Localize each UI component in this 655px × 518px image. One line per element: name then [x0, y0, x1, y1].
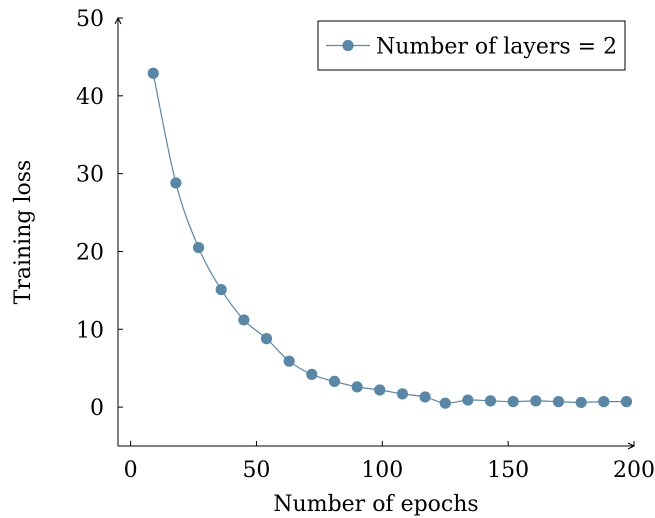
data-point [507, 396, 519, 408]
y-ticks: 0 10 20 30 40 50 [76, 7, 123, 421]
x-tick-label: 50 [242, 458, 270, 483]
data-point [462, 394, 474, 406]
data-point [374, 384, 386, 396]
data-point [620, 396, 633, 408]
x-tick-label: 150 [487, 458, 529, 483]
x-ticks: 0 50 100 150 200 [124, 441, 655, 483]
series-group [147, 67, 633, 409]
x-tick-label: 100 [361, 458, 403, 483]
y-tick-label: 50 [76, 7, 104, 32]
legend: Number of layers = 2 [317, 20, 626, 71]
data-point [192, 241, 205, 254]
y-tick-label: 20 [76, 240, 104, 265]
data-point [396, 388, 409, 400]
data-point [283, 355, 295, 367]
data-point [238, 314, 250, 326]
data-point [552, 396, 565, 408]
y-tick-label: 0 [90, 396, 104, 421]
y-axis-title: Training loss [11, 160, 36, 305]
legend-label: Number of layers = 2 [376, 35, 617, 60]
data-point [419, 391, 431, 403]
data-point [215, 283, 227, 296]
data-point [439, 397, 451, 409]
data-point [598, 396, 610, 408]
series-line [152, 73, 627, 404]
series-layer [147, 67, 633, 409]
x-tick-label: 0 [124, 458, 138, 483]
legend-swatch-marker [342, 39, 354, 52]
data-point [170, 177, 182, 189]
data-point [260, 333, 273, 345]
data-point [328, 375, 341, 388]
data-point [147, 67, 159, 79]
x-tick-label: 200 [613, 458, 655, 483]
data-point [484, 395, 497, 407]
y-tick-label: 40 [76, 85, 104, 110]
y-tick-label: 30 [76, 163, 104, 188]
data-point [575, 396, 587, 409]
x-axis-title: Number of epochs [273, 492, 478, 517]
y-tick-label: 10 [76, 318, 104, 343]
data-point [530, 395, 542, 407]
data-point [351, 381, 363, 393]
data-point [306, 368, 318, 381]
